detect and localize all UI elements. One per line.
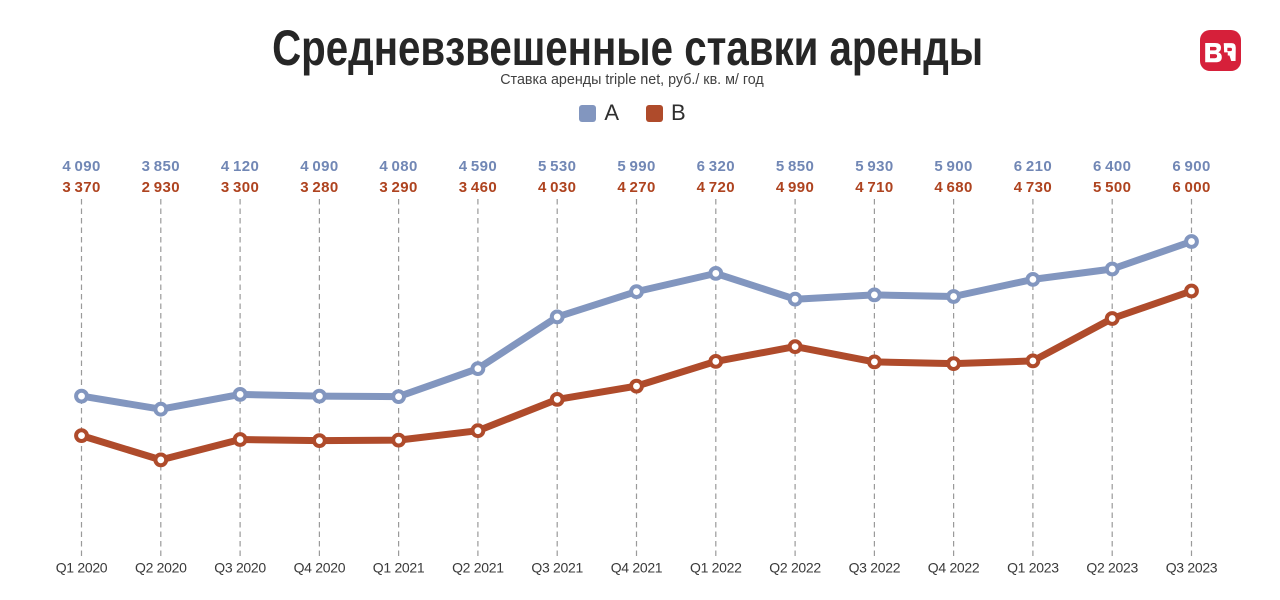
svg-text:4 120: 4 120 [221,158,259,175]
svg-text:6 400: 6 400 [1093,158,1131,175]
svg-text:Q1 2022: Q1 2022 [690,560,742,576]
svg-text:Q4 2021: Q4 2021 [611,560,663,576]
svg-text:2 930: 2 930 [142,179,180,196]
svg-text:5 530: 5 530 [538,158,576,175]
svg-text:5 500: 5 500 [1093,179,1131,196]
svg-text:Q3 2021: Q3 2021 [531,560,583,576]
svg-text:4 710: 4 710 [855,179,893,196]
svg-text:6 320: 6 320 [697,158,735,175]
svg-text:5 990: 5 990 [617,158,655,175]
svg-text:4 720: 4 720 [697,179,735,196]
svg-text:4 680: 4 680 [934,179,972,196]
svg-text:5 930: 5 930 [855,158,893,175]
svg-text:Q2 2020: Q2 2020 [135,560,187,576]
svg-text:3 280: 3 280 [300,179,338,196]
svg-text:4 270: 4 270 [617,179,655,196]
svg-text:4 090: 4 090 [62,158,100,175]
svg-text:4 030: 4 030 [538,179,576,196]
svg-text:5 850: 5 850 [776,158,814,175]
svg-text:Q2 2022: Q2 2022 [769,560,821,576]
svg-text:Q4 2020: Q4 2020 [294,560,346,576]
svg-text:5 900: 5 900 [934,158,972,175]
svg-text:Q1 2020: Q1 2020 [56,560,108,576]
svg-text:Q1 2023: Q1 2023 [1007,560,1059,576]
svg-text:Q3 2022: Q3 2022 [849,560,901,576]
svg-text:Q3 2023: Q3 2023 [1166,560,1218,576]
svg-text:4 590: 4 590 [459,158,497,175]
svg-text:6 210: 6 210 [1014,158,1052,175]
svg-text:Q1 2021: Q1 2021 [373,560,425,576]
svg-text:6 000: 6 000 [1172,179,1210,196]
svg-text:6 900: 6 900 [1172,158,1210,175]
svg-text:4 990: 4 990 [776,179,814,196]
svg-text:Q4 2022: Q4 2022 [928,560,980,576]
svg-text:3 850: 3 850 [142,158,180,175]
svg-text:Q2 2021: Q2 2021 [452,560,504,576]
svg-text:3 460: 3 460 [459,179,497,196]
svg-text:3 290: 3 290 [379,179,417,196]
svg-text:4 730: 4 730 [1014,179,1052,196]
svg-text:Q2 2023: Q2 2023 [1086,560,1138,576]
svg-text:Q3 2020: Q3 2020 [214,560,266,576]
svg-text:3 300: 3 300 [221,179,259,196]
svg-text:3 370: 3 370 [62,179,100,196]
svg-text:4 080: 4 080 [379,158,417,175]
svg-text:4 090: 4 090 [300,158,338,175]
